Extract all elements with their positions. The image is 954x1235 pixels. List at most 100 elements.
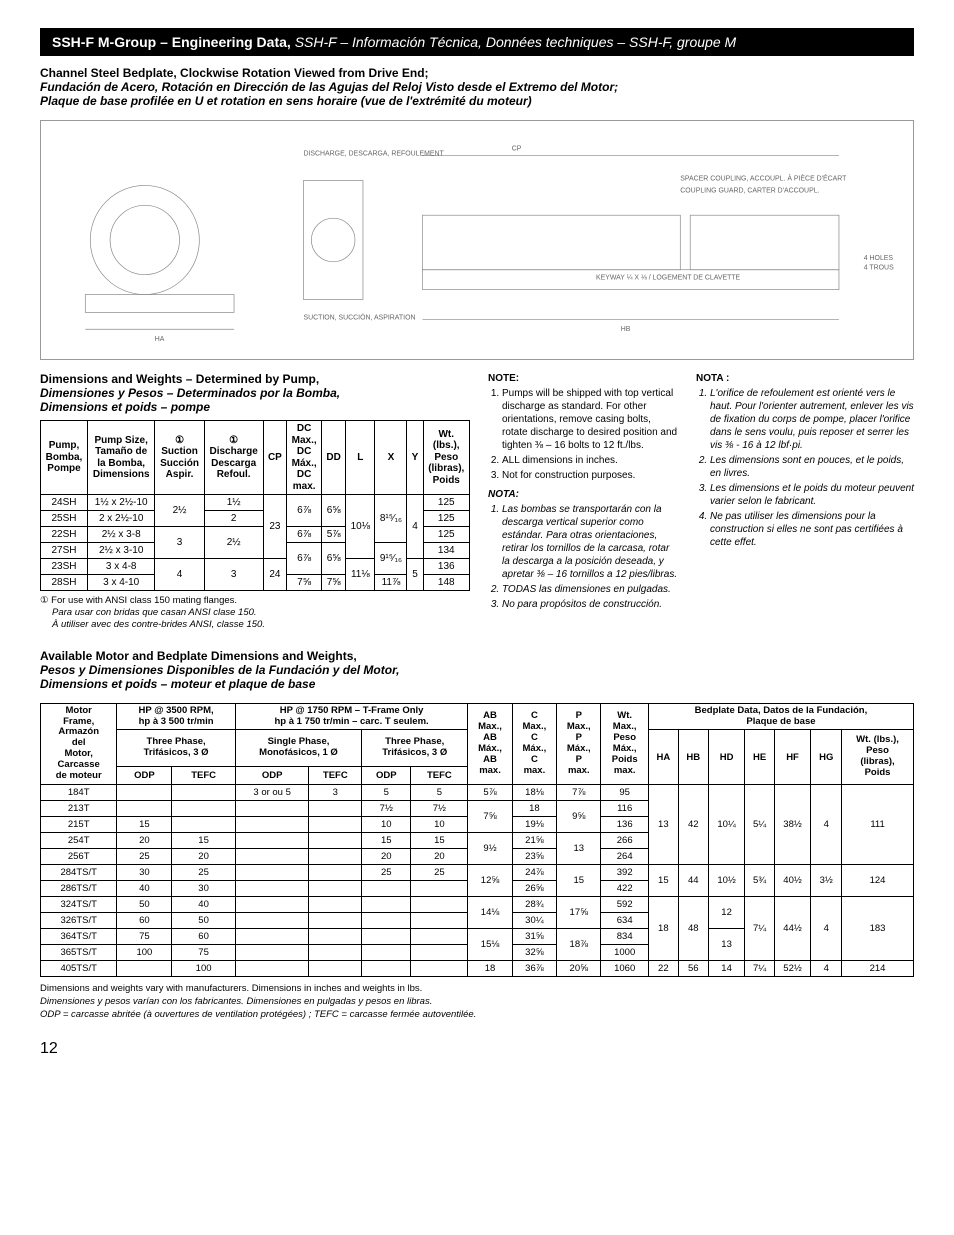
cell: 3 xyxy=(309,785,362,801)
cell xyxy=(362,881,411,897)
cell: 25 xyxy=(117,849,172,865)
cell: 40 xyxy=(172,897,235,913)
notes-fr-column: NOTA : L'orifice de refoulement est orie… xyxy=(696,372,914,631)
th: ODP xyxy=(362,766,411,784)
cell: 136 xyxy=(423,559,469,575)
th: HP @ 1750 RPM – T-Frame Only hp à 1 750 … xyxy=(235,703,468,730)
table-row: 24SH 1½ x 2½-10 2½ 1½ 23 6⅞ 6⅝ 10⅛ 8¹⁵⁄₁… xyxy=(41,495,470,511)
th: C Max., C Máx., C max. xyxy=(512,703,556,784)
cell: 1½ xyxy=(204,495,263,511)
cell: 134 xyxy=(423,543,469,559)
cell: 24SH xyxy=(41,495,88,511)
cell: 4 xyxy=(407,495,423,559)
foot1-en: ① For use with ANSI class 150 mating fla… xyxy=(40,595,470,607)
cell: 136 xyxy=(601,817,648,833)
table-row: 184T3 or ou 53555⅞18⅛7⅞95134210¼5¼38½411… xyxy=(41,785,914,801)
th-dis: ① Discharge Descarga Refoul. xyxy=(204,421,263,495)
note-head-fr: NOTA : xyxy=(696,372,914,385)
cell xyxy=(309,801,362,817)
cell: 8¹⁵⁄₁₆ xyxy=(375,495,407,543)
sub2-es: Pesos y Dimensiones Disponibles de la Fu… xyxy=(40,663,914,677)
th-dc: DC Max., DC Máx., DC max. xyxy=(287,421,322,495)
pump-diagram: HA DISCHARGE, DESCARGA, REFOULEMENT SUCT… xyxy=(40,120,914,360)
cell: 18 xyxy=(648,897,678,961)
cell: 11⅞ xyxy=(375,575,407,591)
cell: 36⅞ xyxy=(512,961,556,977)
cell xyxy=(235,801,309,817)
cell xyxy=(117,961,172,977)
table-row: 284TS/T3025252512⅝24⅞15392154410½5¾40½3½… xyxy=(41,865,914,881)
cell: 28¾ xyxy=(512,897,556,913)
cell: 634 xyxy=(601,913,648,929)
cell: 30¼ xyxy=(512,913,556,929)
th: Single Phase, Monofásicos, 1 Ø xyxy=(235,730,361,766)
cell: 25SH xyxy=(41,511,88,527)
cell: 50 xyxy=(172,913,235,929)
head1-fr: Plaque de base profilée en U et rotation… xyxy=(40,94,914,108)
svg-text:SPACER COUPLING, ACCOUPL. À PI: SPACER COUPLING, ACCOUPL. À PIÈCE D'ÉCAR… xyxy=(680,174,847,183)
cell: 148 xyxy=(423,575,469,591)
cell: 19⅛ xyxy=(512,817,556,833)
cell xyxy=(411,897,468,913)
th-wt: Wt. (lbs.), Peso (libras), Poids xyxy=(423,421,469,495)
cell: 9¹⁵⁄₁₆ xyxy=(375,543,407,575)
note-item: L'orifice de refoulement est orienté ver… xyxy=(710,387,914,452)
cell: 6⅝ xyxy=(322,543,346,575)
th: P Max., P Máx., P max. xyxy=(557,703,601,784)
cell xyxy=(235,817,309,833)
cell: 15 xyxy=(557,865,601,897)
endnote-es: Dimensiones y pesos varían con los fabri… xyxy=(40,996,914,1009)
note-item: Les dimensions et le poids du moteur peu… xyxy=(710,482,914,508)
title-en: SSH-F M-Group – Engineering Data, xyxy=(52,34,295,50)
cell: 116 xyxy=(601,801,648,817)
cell: 100 xyxy=(172,961,235,977)
cell: 834 xyxy=(601,929,648,945)
cell: 254T xyxy=(41,833,117,849)
cell: 5¼ xyxy=(745,785,774,865)
cell xyxy=(411,913,468,929)
cell: 1060 xyxy=(601,961,648,977)
foot1-es: Para usar con bridas que casan ANSI clas… xyxy=(40,607,470,619)
cell xyxy=(362,961,411,977)
cell: 3 or ou 5 xyxy=(235,785,309,801)
cell: 4 xyxy=(811,897,842,961)
cell: 22SH xyxy=(41,527,88,543)
end-notes: Dimensions and weights vary with manufac… xyxy=(40,983,914,1021)
cell: 75 xyxy=(117,929,172,945)
note-item: No para propósitos de construcción. xyxy=(502,598,678,611)
cell: 3 x 4-8 xyxy=(87,559,155,575)
sub1-en: Dimensions and Weights – Determined by P… xyxy=(40,372,470,386)
cell: 3 xyxy=(204,559,263,591)
cell xyxy=(362,913,411,929)
endnote-fr: ODP = carcasse abritée (à ouvertures de … xyxy=(40,1009,914,1022)
cell: 10 xyxy=(411,817,468,833)
cell xyxy=(235,849,309,865)
th: TEFC xyxy=(411,766,468,784)
th: HF xyxy=(774,730,811,785)
cell: 10 xyxy=(362,817,411,833)
th: HB xyxy=(678,730,708,785)
head1-en: Channel Steel Bedplate, Clockwise Rotati… xyxy=(40,66,914,80)
note-item: Not for construction purposes. xyxy=(502,469,678,482)
cell: 23⅝ xyxy=(512,849,556,865)
cell: 5⅞ xyxy=(468,785,512,801)
cell: 38½ xyxy=(774,785,811,865)
cell: 422 xyxy=(601,881,648,897)
cell: 32⅝ xyxy=(512,945,556,961)
svg-text:HB: HB xyxy=(621,326,631,333)
cell: 60 xyxy=(172,929,235,945)
cell: 31⅝ xyxy=(512,929,556,945)
cell: 6⅞ xyxy=(287,527,322,543)
cell: 13 xyxy=(557,833,601,865)
endnote-en: Dimensions and weights vary with manufac… xyxy=(40,983,914,996)
note-head-en: NOTE: xyxy=(488,372,678,385)
cell: 7⅝ xyxy=(468,801,512,833)
cell: 1000 xyxy=(601,945,648,961)
cell: 214 xyxy=(842,961,914,977)
th-suc: ① Suction Succión Aspir. xyxy=(155,421,204,495)
cell: 12⅝ xyxy=(468,865,512,897)
cell: 326TS/T xyxy=(41,913,117,929)
cell xyxy=(235,961,309,977)
cell: 125 xyxy=(423,527,469,543)
th: Wt. Max., Peso Máx., Poids max. xyxy=(601,703,648,784)
